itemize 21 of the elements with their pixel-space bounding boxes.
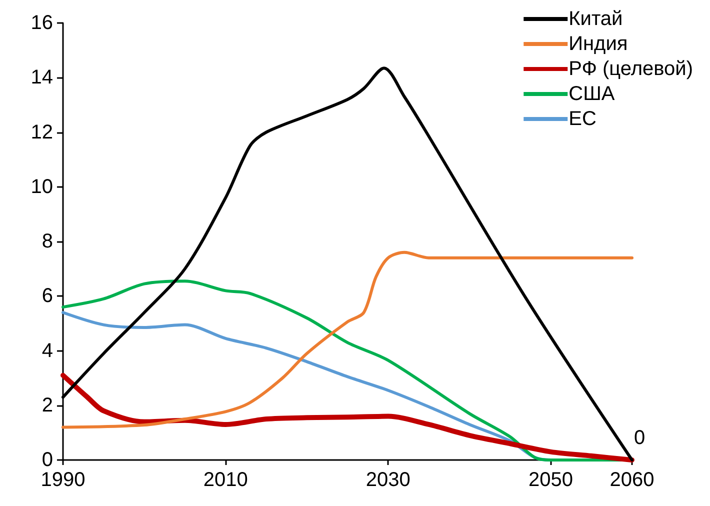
legend-label: США <box>568 83 616 105</box>
legend-label: РФ (целевой) <box>568 58 693 80</box>
y-tick-label: 4 <box>42 340 53 362</box>
y-tick-label: 0 <box>42 449 53 471</box>
y-tick-label: 16 <box>30 12 53 34</box>
x-tick-label: 2010 <box>203 469 248 491</box>
annotation: 0 <box>634 427 646 449</box>
x-tick-label: 2050 <box>528 469 573 491</box>
y-tick-label: 14 <box>30 66 53 89</box>
legend-label: ЕС <box>568 108 596 130</box>
line-series <box>62 250 634 429</box>
y-tick-label: 10 <box>30 176 53 198</box>
x-tick-label: 1990 <box>40 469 86 491</box>
y-tick-label: 12 <box>30 121 53 144</box>
x-tick-label: 2060 <box>610 469 654 491</box>
y-tick-label: 6 <box>42 285 53 308</box>
x-tick-label: 2030 <box>366 469 410 491</box>
legend-label: Китай <box>568 8 623 30</box>
legend-label: Индия <box>568 33 628 55</box>
y-tick-label: 8 <box>42 230 53 252</box>
y-tick-label: 2 <box>42 394 53 416</box>
